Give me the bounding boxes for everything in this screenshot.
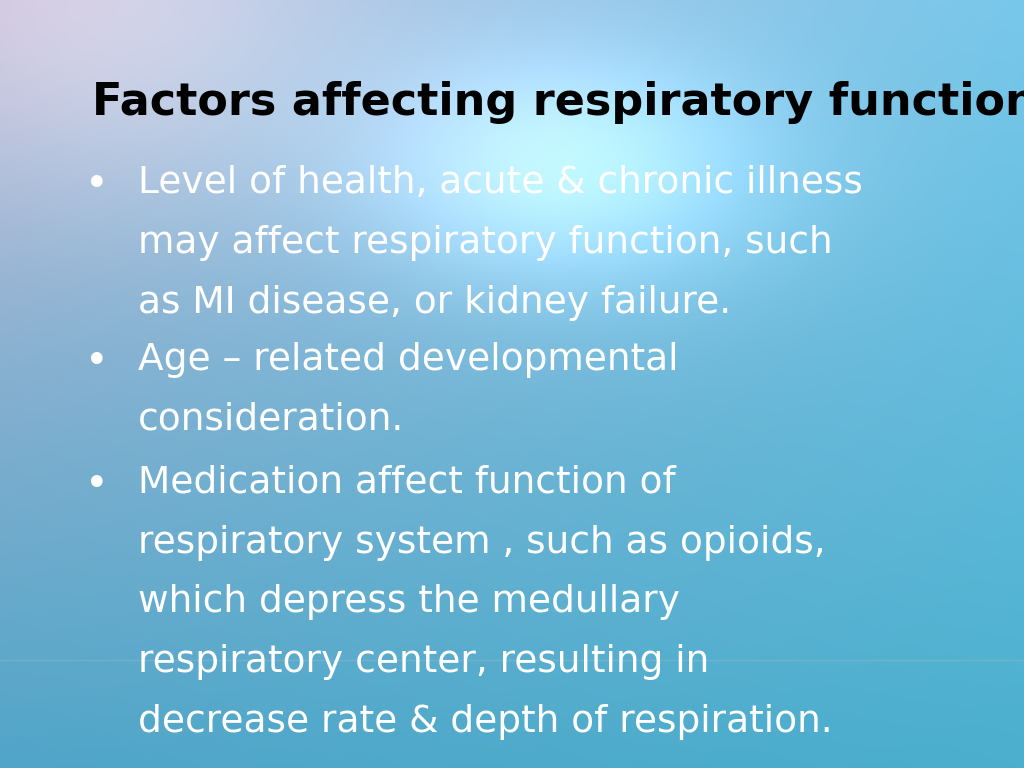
Text: respiratory system , such as opioids,: respiratory system , such as opioids, [138, 525, 826, 561]
Text: Factors affecting respiratory function;: Factors affecting respiratory function; [92, 81, 1024, 124]
Text: as MI disease, or kidney failure.: as MI disease, or kidney failure. [138, 285, 731, 321]
Text: decrease rate & depth of respiration.: decrease rate & depth of respiration. [138, 704, 833, 740]
Text: may affect respiratory function, such: may affect respiratory function, such [138, 225, 833, 261]
Text: •: • [85, 165, 110, 205]
Text: Level of health, acute & chronic illness: Level of health, acute & chronic illness [138, 165, 863, 201]
Text: consideration.: consideration. [138, 402, 404, 438]
Text: •: • [85, 342, 110, 382]
Text: Age – related developmental: Age – related developmental [138, 342, 679, 378]
Text: •: • [85, 465, 110, 505]
Text: respiratory center, resulting in: respiratory center, resulting in [138, 644, 710, 680]
Text: which depress the medullary: which depress the medullary [138, 584, 680, 621]
Text: Medication affect function of: Medication affect function of [138, 465, 676, 501]
